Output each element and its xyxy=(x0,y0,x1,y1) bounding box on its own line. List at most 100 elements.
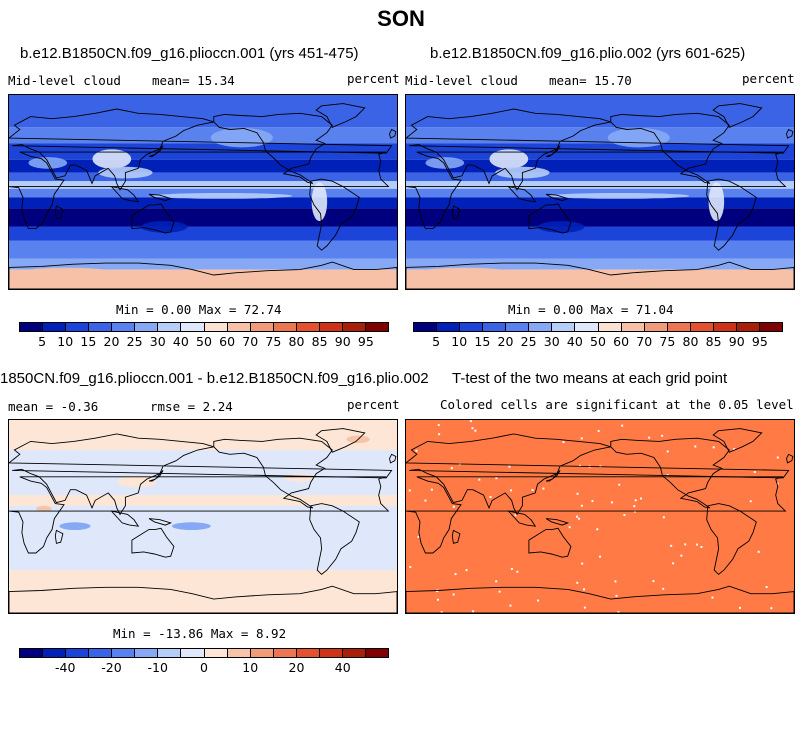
colorbar-swatch xyxy=(204,649,228,657)
colorbar-tick-label: 40 xyxy=(334,660,351,675)
coastline xyxy=(54,205,64,220)
coastline xyxy=(712,428,763,453)
non-significant-cell xyxy=(680,554,683,557)
cloud-band xyxy=(406,127,794,144)
coastline xyxy=(545,518,570,526)
colorbar-swatch xyxy=(89,323,113,331)
non-significant-cell xyxy=(576,515,579,518)
colorbar-tick-label: 10 xyxy=(451,334,468,349)
colorbar-swatch xyxy=(43,649,67,657)
colorbar-swatch xyxy=(66,649,90,657)
non-significant-cell xyxy=(757,550,760,553)
non-significant-cell xyxy=(733,448,736,451)
cloud-patch xyxy=(549,192,690,199)
cloud-band xyxy=(406,208,794,227)
colorbar-swatch xyxy=(20,649,44,657)
colorbar-tick-label: -10 xyxy=(147,660,168,675)
non-significant-cell xyxy=(537,599,540,602)
colorbar-tick-label: 50 xyxy=(196,334,212,349)
colorbar-tick-label: 5 xyxy=(38,334,47,349)
coastline xyxy=(315,103,366,128)
colorbar-tick-label: 25 xyxy=(520,334,537,349)
non-significant-cell xyxy=(509,604,512,607)
non-significant-cell xyxy=(621,424,624,427)
panel2-minmax: Min = 0.00 Max = 71.04 xyxy=(508,302,674,317)
non-significant-cell xyxy=(531,488,534,491)
colorbar-swatch xyxy=(112,649,136,657)
colorbar-tick-label: 95 xyxy=(357,334,374,349)
diff-band xyxy=(9,495,397,506)
colorbar-swatch xyxy=(713,323,737,331)
coastline xyxy=(9,585,397,613)
colorbar-tick-label: 10 xyxy=(57,334,74,349)
coastline xyxy=(54,529,64,544)
non-significant-cell xyxy=(591,500,594,503)
colorbar-tick-label: 70 xyxy=(636,334,653,349)
coastline xyxy=(309,503,360,576)
non-significant-cell xyxy=(450,467,453,470)
panel2-units-label: percent xyxy=(742,71,795,86)
coastline xyxy=(110,185,140,203)
colorbar-swatch xyxy=(437,323,461,331)
coastline xyxy=(451,529,461,544)
panel2-mean-label: mean= 15.70 xyxy=(549,73,632,88)
coastline xyxy=(406,261,794,289)
colorbar-swatch xyxy=(644,323,668,331)
diff-patch xyxy=(36,505,52,512)
colorbar-swatch xyxy=(158,323,182,331)
cloud-patch xyxy=(406,267,523,284)
coastline xyxy=(406,151,787,230)
non-significant-cell xyxy=(614,580,617,583)
cloud-band xyxy=(9,258,397,270)
coastline xyxy=(9,433,393,516)
panel4-map xyxy=(405,419,795,614)
colorbar-tick-label: 80 xyxy=(288,334,305,349)
non-significant-cell xyxy=(617,611,620,613)
coastline xyxy=(610,437,730,509)
colorbar-tick-label: 15 xyxy=(80,334,97,349)
non-significant-cell xyxy=(770,607,773,610)
panel1-mean-label: mean= 15.34 xyxy=(152,73,235,88)
colorbar-swatch xyxy=(135,649,159,657)
non-significant-cell xyxy=(618,483,621,486)
coastline xyxy=(131,203,175,234)
colorbar-swatch xyxy=(319,323,343,331)
cloud-band xyxy=(9,172,397,182)
non-significant-cell xyxy=(700,545,703,548)
non-significant-cell xyxy=(415,449,418,452)
coastline xyxy=(451,205,461,220)
non-significant-cell xyxy=(633,505,636,508)
coastline xyxy=(545,470,561,482)
coastline xyxy=(528,203,572,234)
panel3-rmse-label: rmse = 2.24 xyxy=(150,399,233,414)
cloud-patch xyxy=(152,192,293,199)
colorbar-tick-label: -20 xyxy=(101,660,122,675)
cloud-band xyxy=(9,208,397,227)
non-significant-cell xyxy=(452,505,455,508)
non-significant-cell xyxy=(562,441,565,444)
colorbar-swatch xyxy=(43,323,67,331)
panel1-variable-label: Mid-level cloud xyxy=(8,73,121,88)
coastline xyxy=(406,585,794,613)
non-significant-cell xyxy=(437,424,440,427)
non-significant-cell xyxy=(583,606,586,609)
colorbar-tick-label: 40 xyxy=(172,334,189,349)
panel2-map xyxy=(405,94,795,290)
cloud-band xyxy=(406,188,794,198)
diff-patch xyxy=(171,522,211,531)
non-significant-cell xyxy=(424,499,427,502)
non-significant-cell xyxy=(408,489,411,492)
coastline xyxy=(389,128,397,139)
colorbar-swatch xyxy=(575,323,599,331)
coastline xyxy=(9,151,390,230)
coastline xyxy=(315,428,366,453)
colorbar-tick-label: 90 xyxy=(334,334,351,349)
non-significant-cell xyxy=(615,594,618,597)
non-significant-cell xyxy=(695,543,698,546)
non-significant-cell xyxy=(472,610,475,613)
non-significant-cell xyxy=(478,478,481,481)
non-significant-cell xyxy=(576,581,579,584)
non-significant-cell xyxy=(435,590,438,593)
cloud-band xyxy=(406,226,794,241)
colorbar-swatch xyxy=(250,649,274,657)
